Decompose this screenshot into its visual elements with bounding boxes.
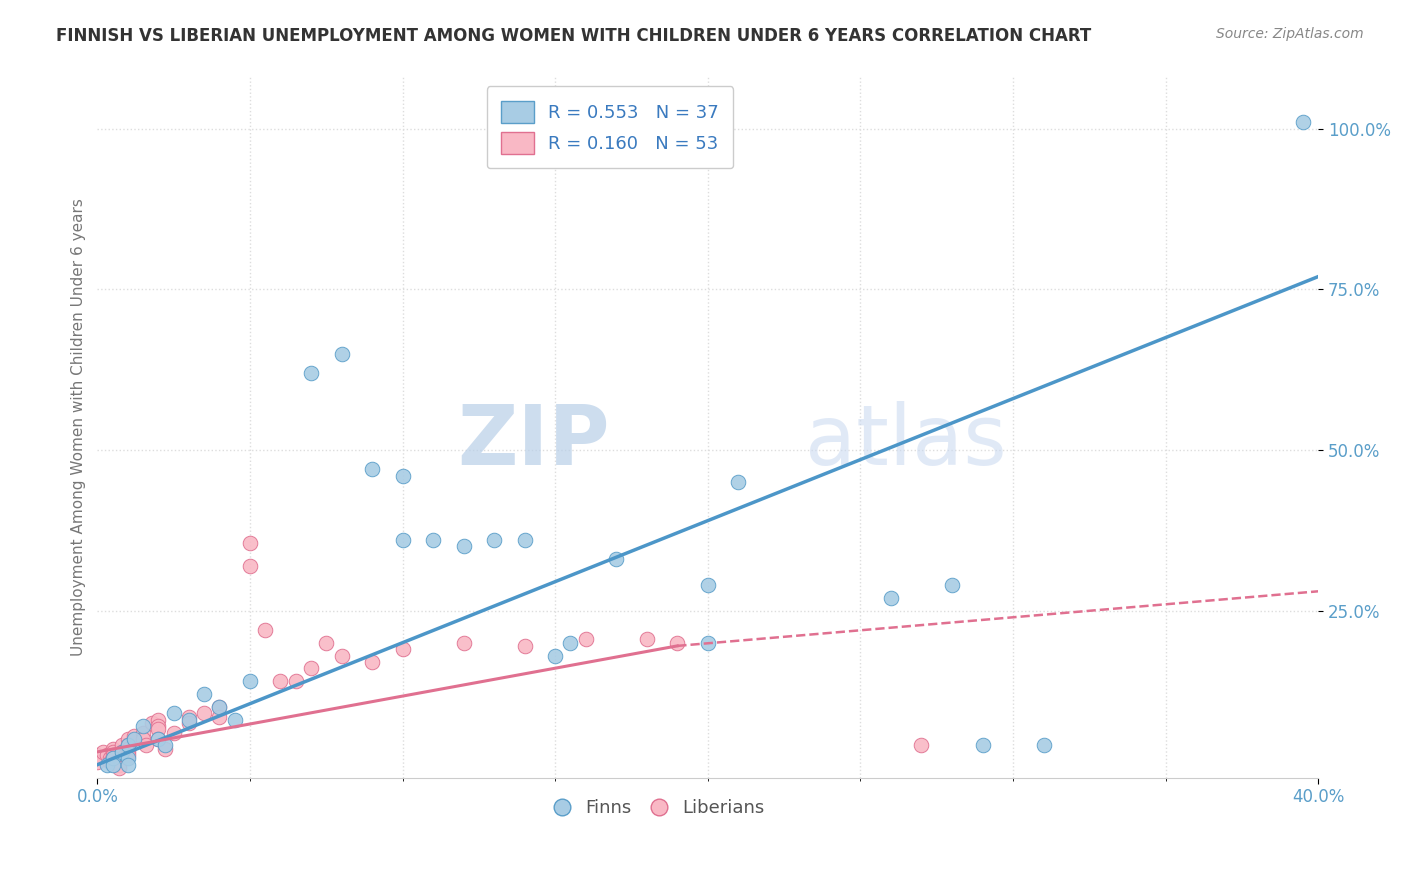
Point: [104, 755, 127, 769]
Point: [361, 462, 384, 476]
Point: [299, 661, 322, 675]
Point: [727, 475, 749, 489]
Point: [513, 533, 536, 547]
Point: [98, 755, 121, 769]
Point: [114, 748, 136, 763]
Point: [330, 346, 353, 360]
Text: FINNISH VS LIBERIAN UNEMPLOYMENT AMONG WOMEN WITH CHILDREN UNDER 6 YEARS CORRELA: FINNISH VS LIBERIAN UNEMPLOYMENT AMONG W…: [56, 27, 1091, 45]
Point: [239, 558, 262, 573]
Point: [153, 739, 176, 753]
Point: [177, 715, 200, 730]
Point: [117, 741, 139, 756]
Point: [239, 674, 262, 689]
Point: [972, 739, 994, 753]
Point: [453, 539, 475, 553]
Point: [101, 757, 124, 772]
Point: [122, 729, 145, 743]
Y-axis label: Unemployment Among Women with Children Under 6 years: Unemployment Among Women with Children U…: [72, 199, 86, 657]
Point: [101, 751, 124, 765]
Point: [177, 709, 200, 723]
Point: [208, 699, 231, 714]
Point: [284, 674, 307, 689]
Point: [86, 755, 108, 769]
Point: [239, 536, 262, 550]
Point: [605, 552, 627, 566]
Point: [148, 731, 170, 746]
Point: [101, 745, 124, 759]
Point: [391, 533, 413, 547]
Point: [132, 719, 155, 733]
Point: [1032, 739, 1054, 753]
Legend: Finns, Liberians: Finns, Liberians: [546, 792, 772, 824]
Point: [224, 713, 246, 727]
Point: [101, 751, 124, 765]
Point: [910, 739, 932, 753]
Point: [117, 757, 139, 772]
Point: [636, 632, 658, 647]
Point: [141, 715, 163, 730]
Point: [86, 748, 108, 763]
Point: [101, 741, 124, 756]
Point: [254, 623, 277, 637]
Point: [148, 731, 170, 746]
Point: [117, 739, 139, 753]
Point: [148, 713, 170, 727]
Point: [513, 639, 536, 653]
Text: Source: ZipAtlas.com: Source: ZipAtlas.com: [1216, 27, 1364, 41]
Point: [361, 655, 384, 669]
Point: [391, 468, 413, 483]
Point: [575, 632, 598, 647]
Point: [208, 699, 231, 714]
Text: atlas: atlas: [806, 401, 1007, 482]
Point: [96, 748, 118, 763]
Point: [177, 713, 200, 727]
Point: [153, 741, 176, 756]
Point: [117, 745, 139, 759]
Point: [544, 648, 567, 663]
Point: [117, 751, 139, 765]
Point: [696, 578, 718, 592]
Point: [148, 723, 170, 737]
Point: [941, 578, 963, 592]
Point: [1292, 115, 1315, 129]
Point: [111, 745, 134, 759]
Point: [148, 719, 170, 733]
Point: [93, 745, 115, 759]
Point: [96, 757, 118, 772]
Point: [193, 687, 215, 701]
Point: [111, 745, 134, 759]
Point: [98, 751, 121, 765]
Point: [422, 533, 444, 547]
Point: [132, 725, 155, 739]
Point: [101, 748, 124, 763]
Point: [696, 635, 718, 649]
Point: [269, 674, 291, 689]
Point: [315, 635, 337, 649]
Point: [107, 757, 129, 772]
Point: [666, 635, 689, 649]
Point: [453, 635, 475, 649]
Point: [299, 366, 322, 380]
Point: [208, 709, 231, 723]
Point: [163, 706, 186, 721]
Point: [132, 731, 155, 746]
Point: [111, 739, 134, 753]
Point: [880, 591, 903, 605]
Point: [135, 739, 157, 753]
Point: [107, 761, 129, 775]
Point: [391, 642, 413, 657]
Point: [117, 739, 139, 753]
Point: [117, 748, 139, 763]
Point: [117, 731, 139, 746]
Point: [163, 725, 186, 739]
Point: [193, 706, 215, 721]
Point: [560, 635, 582, 649]
Point: [330, 648, 353, 663]
Text: ZIP: ZIP: [457, 401, 610, 482]
Point: [482, 533, 505, 547]
Point: [122, 731, 145, 746]
